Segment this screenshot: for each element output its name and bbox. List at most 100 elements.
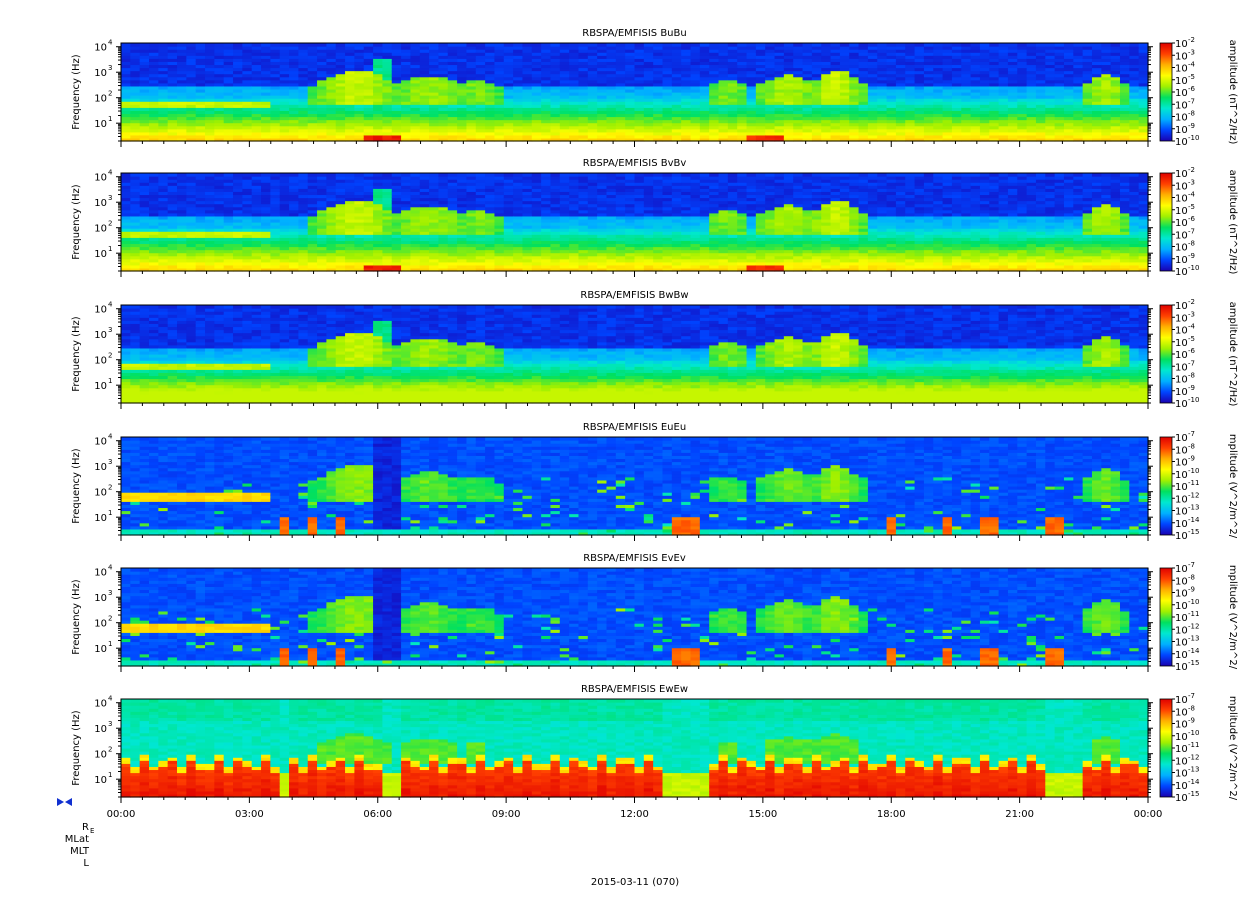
heatmap-cell <box>653 58 664 62</box>
heatmap-cell <box>793 110 804 115</box>
colorbar-tick-label: 10 <box>1175 76 1188 87</box>
heatmap-cell <box>830 122 841 127</box>
heatmap-cell <box>541 82 552 87</box>
heatmap-cell <box>681 43 692 47</box>
heatmap-cell <box>345 107 356 111</box>
heatmap-cell <box>709 134 720 139</box>
heatmap-cell <box>298 61 309 66</box>
heatmap-cell <box>541 76 552 81</box>
heatmap-cell <box>1007 43 1018 47</box>
heatmap-cell <box>625 119 636 124</box>
heatmap-cell <box>223 67 234 72</box>
heatmap-cell <box>261 131 271 136</box>
heatmap-cell <box>214 43 225 47</box>
heatmap-cell <box>270 98 281 102</box>
heatmap-cell <box>634 128 645 133</box>
heatmap-cell <box>606 119 617 124</box>
heatmap-cell <box>531 104 542 108</box>
heatmap-cell <box>746 88 757 93</box>
heatmap-cell <box>821 58 832 62</box>
heatmap-cell <box>475 58 486 62</box>
heatmap-cell <box>475 119 486 124</box>
heatmap-cell <box>699 85 710 90</box>
heatmap-cell <box>830 128 841 133</box>
heatmap-cell <box>335 82 346 87</box>
heatmap-cell <box>317 104 327 108</box>
heatmap-cell <box>839 122 850 127</box>
heatmap-cell <box>727 55 738 59</box>
heatmap-cell <box>765 116 776 121</box>
heatmap-cell <box>298 116 309 121</box>
heatmap-cell <box>662 76 673 81</box>
heatmap-cell <box>867 113 878 118</box>
heatmap-cell <box>139 88 150 93</box>
heatmap-cell <box>401 119 412 124</box>
heatmap-cell <box>382 76 393 81</box>
heatmap-cell <box>298 107 309 111</box>
heatmap-cell <box>475 73 486 78</box>
heatmap-cell <box>494 79 505 84</box>
heatmap-cell <box>653 98 664 102</box>
heatmap-cell <box>839 119 850 124</box>
heatmap-cell <box>438 134 449 139</box>
heatmap-cell <box>429 131 440 136</box>
heatmap-cell <box>709 61 720 66</box>
heatmap-cell <box>569 82 580 87</box>
heatmap-cell <box>447 116 458 121</box>
heatmap-cell <box>354 49 365 53</box>
heatmap-cell <box>494 107 505 111</box>
heatmap-cell <box>429 67 440 72</box>
heatmap-cell <box>419 137 430 142</box>
heatmap-cell <box>345 88 356 93</box>
heatmap-cell <box>821 49 832 53</box>
heatmap-cell <box>354 73 365 78</box>
heatmap-cell <box>354 137 365 142</box>
heatmap-cell <box>653 73 664 78</box>
heatmap-cell <box>251 101 262 105</box>
heatmap-cell <box>597 61 608 66</box>
heatmap-cell <box>513 134 524 139</box>
heatmap-cell <box>830 95 841 99</box>
heatmap-cell <box>821 98 832 102</box>
heatmap-cell <box>662 116 673 121</box>
heatmap-cell <box>783 64 794 69</box>
heatmap-cell <box>466 58 477 62</box>
heatmap-cell <box>783 55 794 59</box>
heatmap-cell <box>223 125 234 130</box>
heatmap-cell <box>251 125 262 130</box>
heatmap-cell <box>653 79 664 84</box>
heatmap-cell <box>326 49 337 53</box>
heatmap-cell <box>774 58 785 62</box>
heatmap-cell <box>643 67 654 72</box>
heatmap-cell <box>130 64 141 69</box>
heatmap-cell <box>550 104 561 108</box>
heatmap-cell <box>475 122 486 127</box>
heatmap-cell <box>550 46 561 50</box>
heatmap-cell <box>382 131 393 136</box>
heatmap-cell <box>326 79 337 84</box>
heatmap-cell <box>765 88 776 93</box>
heatmap-cell <box>466 122 477 127</box>
heatmap-cell <box>391 58 402 62</box>
heatmap-cell <box>737 73 748 78</box>
heatmap-cell <box>345 70 356 75</box>
heatmap-cell <box>317 116 327 121</box>
heatmap-cell <box>391 134 402 139</box>
heatmap-cell <box>513 101 524 105</box>
heatmap-cell <box>541 95 552 99</box>
heatmap-cell <box>858 119 869 124</box>
heatmap-cell <box>429 52 440 56</box>
heatmap-cell <box>429 95 440 99</box>
heatmap-cell <box>849 73 860 78</box>
heatmap-cell <box>121 52 131 56</box>
heatmap-cell <box>681 116 692 121</box>
heatmap-cell <box>429 43 440 47</box>
heatmap-cell <box>373 64 384 69</box>
heatmap-cell <box>634 137 645 142</box>
heatmap-cell <box>522 52 533 56</box>
heatmap-cell <box>783 131 794 136</box>
heatmap-cell <box>559 131 570 136</box>
heatmap-cell <box>373 122 384 127</box>
heatmap-cell <box>363 52 374 56</box>
heatmap-cell <box>578 122 589 127</box>
